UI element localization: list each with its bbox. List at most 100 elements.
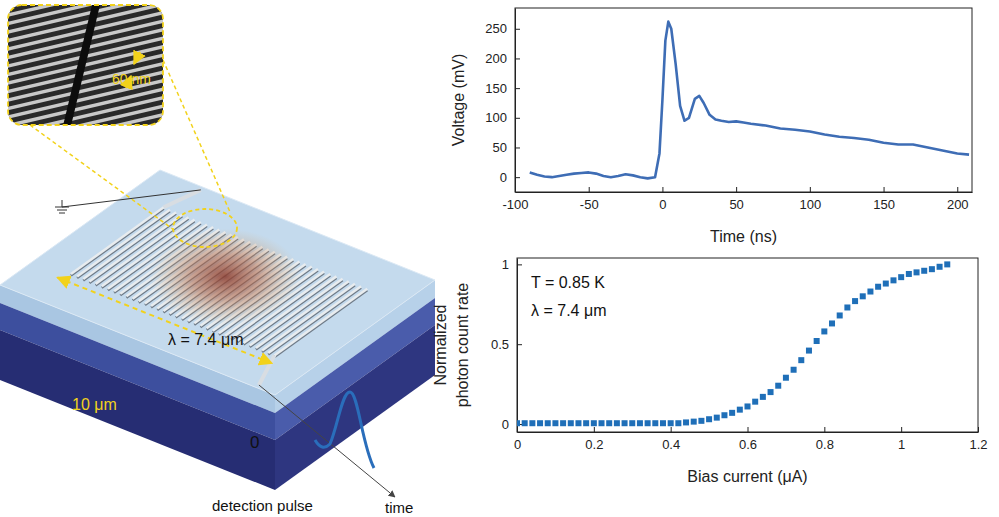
ground-symbol xyxy=(55,207,69,208)
y-tick: 1 xyxy=(502,257,522,272)
x-tick-mark xyxy=(736,187,737,192)
x-tick: 0.6 xyxy=(739,427,757,452)
annotation: λ = 7.4 μm xyxy=(531,302,606,319)
data-point xyxy=(791,367,797,373)
data-point xyxy=(691,419,697,425)
annotation: T = 0.85 K xyxy=(531,274,605,291)
data-point xyxy=(844,304,850,310)
x-tick: 0.4 xyxy=(662,427,680,452)
y-tick-label: 100 xyxy=(485,110,507,125)
x-tick: 0.8 xyxy=(816,427,834,452)
y-tick-label: 0.5 xyxy=(491,337,509,352)
data-point xyxy=(645,420,651,426)
data-point xyxy=(883,281,889,287)
x-axis-line xyxy=(516,192,973,193)
origin-label: 0 xyxy=(250,433,259,452)
inset-arrow xyxy=(134,52,140,64)
data-point xyxy=(545,420,551,426)
x-tick: 0 xyxy=(659,187,666,212)
x-tick: 150 xyxy=(873,187,895,212)
data-point xyxy=(737,407,743,413)
data-point xyxy=(921,268,927,274)
data-point xyxy=(860,293,866,299)
inset-label: 60 nm xyxy=(112,71,151,87)
y-tick-label: 200 xyxy=(485,51,507,66)
y-tick-label: 1 xyxy=(502,257,509,272)
zoom-guide xyxy=(163,60,230,212)
data-point xyxy=(775,383,781,389)
data-point xyxy=(660,420,666,426)
detection-pulse xyxy=(315,392,374,468)
x-tick-mark xyxy=(884,187,885,192)
sem-inset xyxy=(8,5,163,125)
x-tick: 200 xyxy=(947,187,969,212)
x-tick-label: -50 xyxy=(580,197,599,212)
data-point xyxy=(821,328,827,334)
y-tick: 0.5 xyxy=(491,337,522,352)
ground-symbol xyxy=(59,213,65,214)
x-tick-label: 200 xyxy=(947,197,969,212)
beam-label: λ = 7.4 μm xyxy=(168,331,243,348)
sem-stripe xyxy=(8,105,163,126)
y-tick: 100 xyxy=(485,110,520,125)
data-point xyxy=(568,420,574,426)
data-point xyxy=(760,394,766,400)
data-point xyxy=(575,420,581,426)
y-tick-mark xyxy=(517,344,522,345)
x-tick-label: 1.2 xyxy=(969,437,987,452)
data-point xyxy=(852,298,858,304)
voltage-trace xyxy=(530,22,969,179)
slab-top-face xyxy=(0,170,435,395)
ground-symbol xyxy=(62,200,63,207)
y-tick: 0 xyxy=(502,417,522,432)
data-point xyxy=(591,420,597,426)
x-tick: 1.2 xyxy=(969,427,987,452)
data-point xyxy=(898,274,904,280)
data-point xyxy=(837,312,843,318)
x-tick-mark xyxy=(589,187,590,192)
data-point xyxy=(706,416,712,422)
y-axis: 00.51 xyxy=(491,257,522,432)
x-tick-label: -100 xyxy=(502,197,528,212)
y-tick-mark xyxy=(515,58,520,59)
data-point xyxy=(745,403,751,409)
chart-line: -100-50050100150200050100150200250Time (… xyxy=(450,8,973,245)
figure: 60 nmλ = 7.4 μm10 μm0detection pulsetime… xyxy=(0,0,999,517)
y-tick-mark xyxy=(517,264,522,265)
y-axis-title: Normalized xyxy=(432,305,449,386)
plot-frame xyxy=(515,8,972,192)
y-axis: 050100150200250 xyxy=(485,9,520,193)
x-tick-label: 100 xyxy=(799,197,821,212)
device-diagram: 60 nmλ = 7.4 μm10 μm0detection pulsetime xyxy=(0,0,435,516)
data-point xyxy=(517,420,520,426)
data-point xyxy=(583,420,589,426)
data-point xyxy=(537,420,543,426)
axis-label: time xyxy=(385,499,413,516)
pulse-label: detection pulse xyxy=(212,497,313,514)
x-tick-label: 50 xyxy=(729,197,743,212)
x-tick-mark xyxy=(824,427,825,432)
data-point xyxy=(729,410,735,416)
zoom-region xyxy=(173,209,237,247)
x-tick-mark xyxy=(594,427,595,432)
data-point xyxy=(798,357,804,363)
plot-marks xyxy=(530,22,969,179)
data-point xyxy=(768,389,774,395)
data-point xyxy=(637,420,643,426)
data-point xyxy=(599,420,605,426)
data-point xyxy=(529,420,535,426)
data-point xyxy=(560,420,566,426)
data-point xyxy=(522,420,528,426)
x-tick-label: 0.6 xyxy=(739,437,757,452)
y-axis-line xyxy=(515,9,516,193)
x-tick-label: 0 xyxy=(514,437,521,452)
width-dimension xyxy=(57,278,272,364)
y-tick-label: 0 xyxy=(500,170,507,185)
x-axis-line xyxy=(518,432,979,433)
data-point xyxy=(937,264,943,270)
y-tick-mark xyxy=(515,118,520,119)
x-tick: 100 xyxy=(799,187,821,212)
data-point xyxy=(606,420,612,426)
ground-symbol xyxy=(57,210,67,211)
data-point xyxy=(783,375,789,381)
